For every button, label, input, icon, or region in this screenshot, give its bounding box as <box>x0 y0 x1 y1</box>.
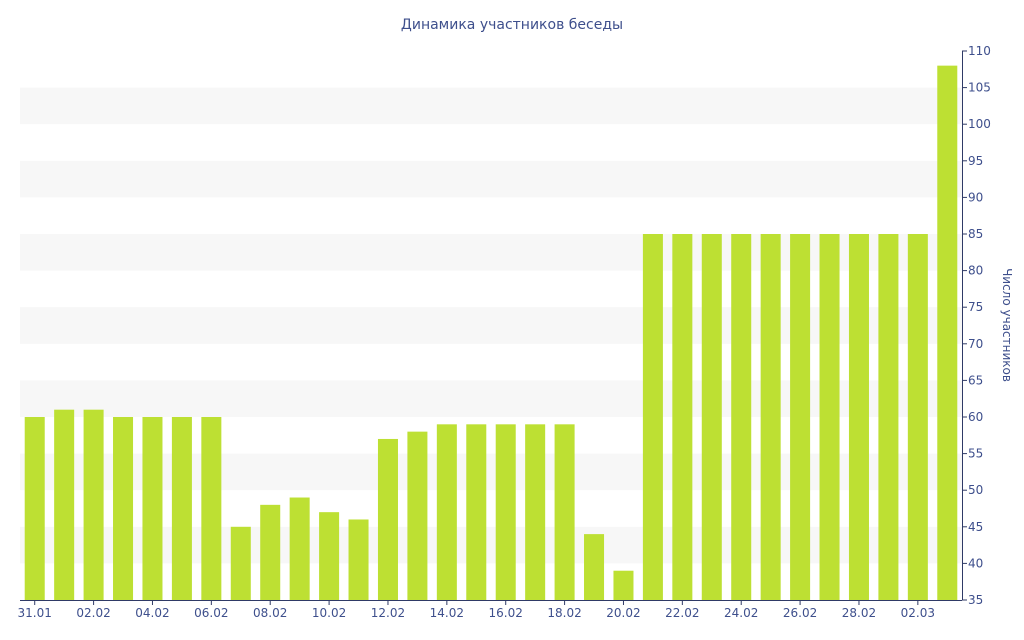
bar <box>319 512 340 600</box>
bar <box>466 424 487 600</box>
y-tick-label: 100 <box>968 117 991 131</box>
bar <box>260 504 281 600</box>
y-tick-label: 75 <box>968 300 983 314</box>
y-tick-label: 110 <box>968 44 991 58</box>
bar <box>289 497 310 600</box>
x-tick-label: 06.02 <box>194 606 228 620</box>
bar <box>907 234 928 600</box>
x-tick-label: 02.03 <box>901 606 935 620</box>
bar <box>790 234 811 600</box>
x-tick-label: 14.02 <box>430 606 464 620</box>
x-tick-label: 10.02 <box>312 606 346 620</box>
x-tick-label: 31.01 <box>18 606 52 620</box>
bar <box>701 234 722 600</box>
bar <box>436 424 457 600</box>
bar <box>848 234 869 600</box>
x-tick-label: 02.02 <box>76 606 110 620</box>
y-tick-label: 40 <box>968 556 983 570</box>
x-tick-label: 04.02 <box>135 606 169 620</box>
bar <box>230 526 251 600</box>
y-tick-label: 95 <box>968 154 983 168</box>
bar <box>54 409 75 600</box>
y-tick-label: 65 <box>968 373 983 387</box>
y-axis: 35 40 45 50 55 60 65 70 75 80 85 90 95 100 105 110 <box>962 44 991 607</box>
bar <box>819 234 840 600</box>
grid-band <box>20 87 962 125</box>
y-tick-label: 85 <box>968 227 983 241</box>
x-tick-label: 28.02 <box>842 606 876 620</box>
grid-band <box>20 160 962 198</box>
bar <box>554 424 575 600</box>
bar <box>142 417 163 600</box>
bar <box>878 234 899 600</box>
x-tick-label: 22.02 <box>665 606 699 620</box>
bar <box>495 424 516 600</box>
y-tick-label: 45 <box>968 520 983 534</box>
x-tick-label: 26.02 <box>783 606 817 620</box>
x-tick-label: 24.02 <box>724 606 758 620</box>
x-tick-label: 20.02 <box>606 606 640 620</box>
bar <box>113 417 134 600</box>
bar <box>613 570 634 600</box>
chart-title: Динамика участников беседы <box>401 17 623 33</box>
bar <box>171 417 192 600</box>
bars <box>24 65 958 600</box>
bar <box>348 519 369 600</box>
x-tick-label: 08.02 <box>253 606 287 620</box>
bar <box>584 534 605 600</box>
x-tick-label: 16.02 <box>489 606 523 620</box>
bar <box>24 417 45 600</box>
bar <box>83 409 104 600</box>
y-tick-label: 50 <box>968 483 983 497</box>
bar <box>525 424 546 600</box>
y-tick-label: 60 <box>968 410 983 424</box>
bar <box>760 234 781 600</box>
y-axis-label: Число участников <box>1000 268 1014 382</box>
x-axis: 31.01 02.02 04.02 06.02 08.02 10.02 12.02 14.02… <box>18 600 962 620</box>
bar <box>407 431 428 600</box>
bar <box>937 65 958 600</box>
bar <box>672 234 693 600</box>
bar <box>201 417 222 600</box>
y-tick-label: 80 <box>968 264 983 278</box>
bar <box>642 234 663 600</box>
x-tick-label: 18.02 <box>547 606 581 620</box>
bar <box>731 234 752 600</box>
y-tick-label: 70 <box>968 337 983 351</box>
y-tick-label: 35 <box>968 593 983 607</box>
y-tick-label: 55 <box>968 447 983 461</box>
bar <box>377 438 398 600</box>
y-tick-label: 90 <box>968 190 983 204</box>
x-tick-label: 12.02 <box>371 606 405 620</box>
y-tick-label: 105 <box>968 81 991 95</box>
